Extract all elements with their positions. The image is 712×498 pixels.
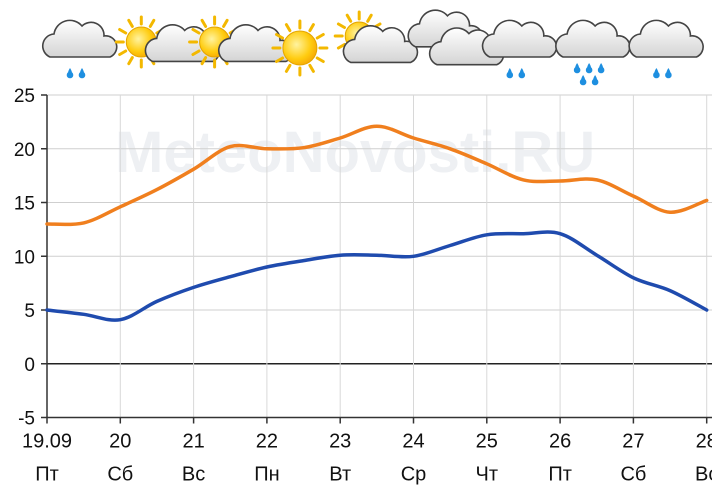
x-tick-date: 21 [182,431,204,453]
series-line-max [45,124,709,227]
x-tick-date: 27 [622,431,644,453]
rain-drop [579,78,587,86]
x-tick-date: 22 [256,431,278,453]
overcast-icon [407,9,505,66]
sun-ray [315,33,325,40]
x-tick-day: Вт [329,464,351,486]
x-tick-date: 24 [402,431,424,453]
sun-ray [222,18,229,28]
y-tick-label: 25 [14,86,35,107]
sun-ray [191,49,201,56]
rain-drop [591,78,599,86]
x-tick-day: Вс [182,464,205,486]
x-tick-date: 19.09 [22,431,72,453]
sun-ray [275,56,285,63]
sun-ray [191,28,201,35]
x-tick-day: Ср [401,464,427,486]
y-axis-ticks: 25 20 15 10 5 0 -5 [14,86,47,430]
weather-icons-row [41,9,704,86]
sun-ray [118,28,128,35]
sun-ray [148,18,156,28]
x-tick-day: Вс [695,464,712,486]
x-tick-day: Сб [620,464,646,486]
cloud-light-rain-icon [481,19,558,79]
rain-drop [66,71,74,79]
rain-drop [653,71,660,79]
x-axis-ticks: 19.09 Пт 20 Сб 21 Вс 22 Пн 23 Вт 24 Ср 25 Чт 26 Пт 27 Сб 2… [22,417,712,486]
sun-cloud-icon [188,15,294,69]
x-tick-date: 26 [549,431,571,453]
sun-ray [200,18,208,28]
sun-ray [345,13,353,23]
sun-ray [275,33,285,40]
cloud-shape [41,19,118,58]
rain-drop [78,71,86,79]
sun-ray [336,43,346,50]
sun-ray [366,13,373,23]
sun-ray [127,56,134,66]
y-tick-label: 5 [24,301,35,322]
cloud-heavy-rain-icon [555,19,631,86]
x-tick-date: 25 [476,431,498,453]
cloud-shape [555,19,631,58]
y-tick-label: -5 [18,409,35,430]
cloud-light-rain-icon [41,19,118,79]
sun-ray [284,63,292,73]
x-tick-day: Пт [35,464,59,486]
sun-ray [308,63,315,73]
sun-ray [308,23,315,33]
cloud-shape [628,19,704,58]
series-lines [45,124,709,322]
rain-drop [585,66,593,74]
x-tick-date: 23 [329,431,351,453]
cloud-shape [481,19,558,58]
series-line-min [45,230,709,322]
x-tick-day: Сб [107,464,133,486]
watermark: MeteoNovosti.RU [115,120,595,185]
sun-ray [315,56,325,63]
cloud-shape [217,24,294,63]
sun-disc [282,30,318,66]
x-tick-date: 28 [696,431,712,453]
y-tick-label: 0 [24,355,35,376]
y-tick-label: 20 [14,140,35,161]
sun-ray [336,22,346,29]
sun-ray [284,23,292,33]
rain-drop [665,71,672,79]
x-tick-day: Пн [254,464,279,486]
sun-ray [200,56,208,66]
sun-cloud-icon [114,15,221,69]
sun-icon [271,19,329,77]
x-tick-day: Пт [548,464,572,486]
rain-drop [573,66,581,74]
x-tick-date: 20 [109,431,131,453]
rain-drop [597,66,605,74]
x-tick-day: Чт [476,464,499,486]
rain-drop [506,71,514,79]
y-tick-label: 10 [14,247,35,268]
sun-behind-cloud-icon [333,10,419,64]
sun-ray [118,49,128,56]
sun-ray [127,18,134,28]
y-tick-label: 15 [14,194,35,215]
cloud-light-rain-icon [628,19,704,79]
rain-drop [518,71,526,79]
